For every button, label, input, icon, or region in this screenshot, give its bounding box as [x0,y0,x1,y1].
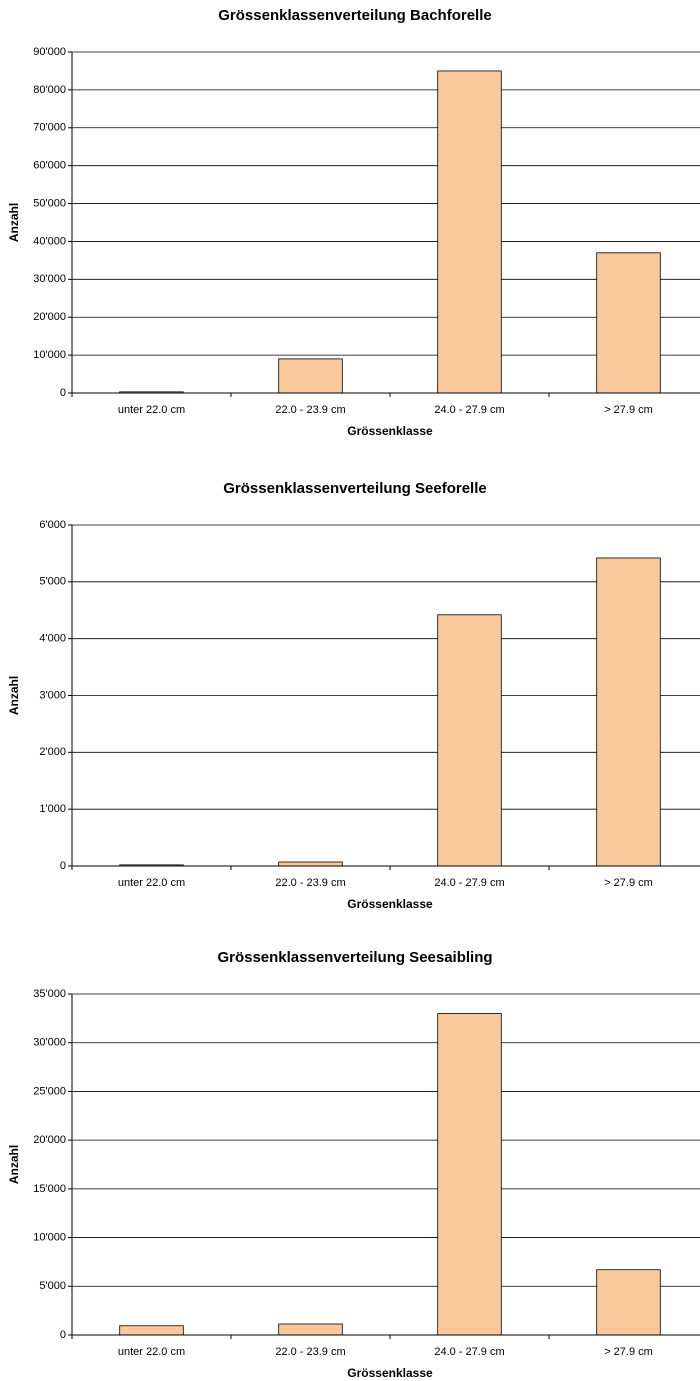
y-tick-label: 80'000 [33,84,66,96]
y-tick-label: 20'000 [33,1134,66,1146]
y-tick-label: 5'000 [39,576,66,588]
x-tick-label: unter 22.0 cm [118,877,185,889]
y-axis-title: Anzahl [7,1145,21,1184]
bar [278,861,343,867]
x-axis-title: Grössenklasse [347,424,433,438]
x-tick-label: 24.0 - 27.9 cm [434,404,504,416]
y-tick-label: 2'000 [39,746,66,758]
chart: Grössenklassenverteilung Bachforelle Grös… [7,7,700,438]
chart: Grössenklassenverteilung Seesaibling Grös… [7,949,700,1380]
bar [596,252,661,394]
chart-title: Grössenklassenverteilung Bachforelle [218,7,491,24]
bar [437,614,502,867]
y-tick-label: 30'000 [33,273,66,285]
y-tick-label: 10'000 [33,349,66,361]
y-tick-label: 0 [60,860,66,872]
bar [596,1269,661,1336]
x-tick-label: 24.0 - 27.9 cm [434,1346,504,1358]
x-tick-label: > 27.9 cm [604,404,653,416]
y-tick-label: 60'000 [33,160,66,172]
chart-title: Grössenklassenverteilung Seeforelle [223,480,486,497]
chart-title: Grössenklassenverteilung Seesaibling [217,949,492,966]
x-tick-label: unter 22.0 cm [118,404,185,416]
y-tick-label: 10'000 [33,1231,66,1243]
x-tick-label: > 27.9 cm [604,877,653,889]
x-tick-label: 22.0 - 23.9 cm [275,877,345,889]
x-tick-label: 24.0 - 27.9 cm [434,877,504,889]
bar [119,1325,184,1336]
y-tick-label: 15'000 [33,1183,66,1195]
y-tick-label: 6'000 [39,519,66,531]
x-axis-title: Grössenklasse [347,897,433,911]
y-tick-label: 20'000 [33,311,66,323]
y-axis-title: Anzahl [7,676,21,715]
y-tick-label: 0 [60,1329,66,1341]
y-tick-label: 90'000 [33,46,66,58]
x-tick-label: > 27.9 cm [604,1346,653,1358]
y-tick-label: 30'000 [33,1037,66,1049]
y-tick-label: 4'000 [39,633,66,645]
y-tick-label: 35'000 [33,988,66,1000]
y-tick-label: 3'000 [39,689,66,701]
bar [278,358,343,394]
x-axis-title: Grössenklasse [347,1366,433,1380]
y-tick-label: 0 [60,387,66,399]
x-tick-label: 22.0 - 23.9 cm [275,404,345,416]
bar [437,1013,502,1336]
y-tick-label: 50'000 [33,197,66,209]
x-tick-label: 22.0 - 23.9 cm [275,1346,345,1358]
bar [596,557,661,867]
x-tick-label: unter 22.0 cm [118,1346,185,1358]
y-tick-label: 1'000 [39,803,66,815]
bar [437,70,502,394]
y-tick-label: 5'000 [39,1280,66,1292]
y-tick-label: 25'000 [33,1085,66,1097]
y-tick-label: 40'000 [33,235,66,247]
bar [278,1323,343,1336]
y-axis-title: Anzahl [7,203,21,242]
y-tick-label: 70'000 [33,122,66,134]
chart: Grössenklassenverteilung Seeforelle Gröss… [7,480,700,911]
